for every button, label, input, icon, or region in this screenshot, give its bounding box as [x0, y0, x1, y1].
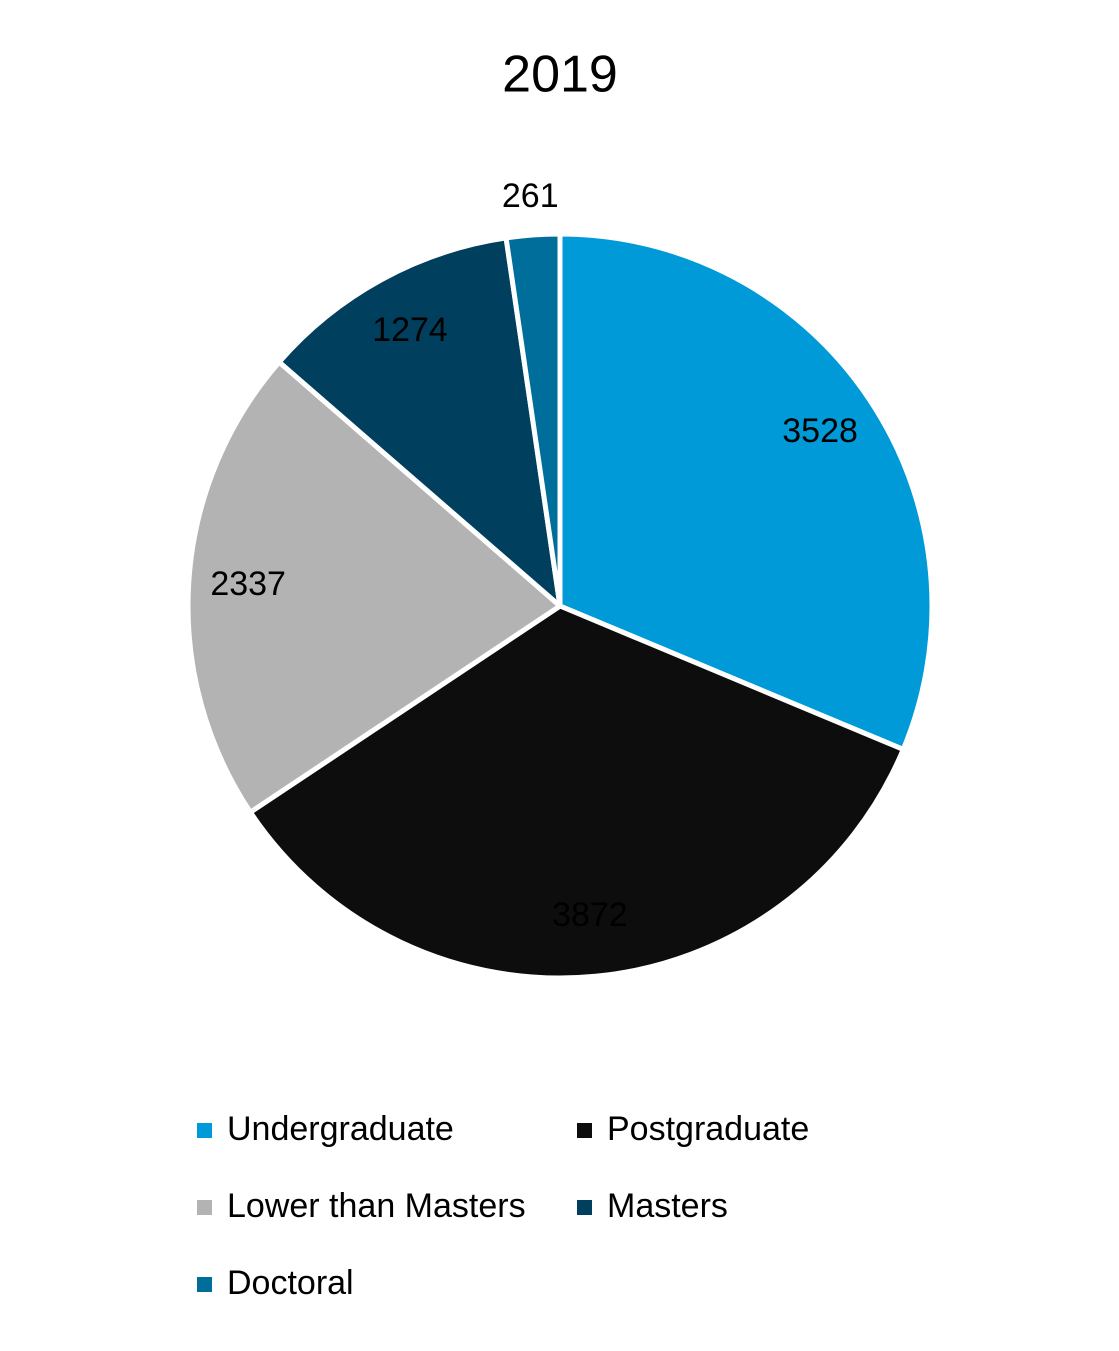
pie-slice: [503, 231, 563, 609]
legend-swatch: [197, 1277, 212, 1292]
pie-slice: [276, 235, 563, 609]
legend-swatch: [197, 1200, 212, 1215]
legend-label: Doctoral: [227, 1264, 354, 1302]
pie-slice: [557, 231, 935, 752]
legend-label: Masters: [607, 1187, 728, 1225]
legend-label: Lower than Masters: [227, 1187, 526, 1225]
legend-swatch: [577, 1123, 592, 1138]
pie-slice: [185, 359, 563, 815]
chart-title: 2019: [502, 46, 618, 104]
data-label: 261: [502, 177, 559, 215]
legend-swatch: [197, 1123, 212, 1138]
data-label: 3872: [552, 896, 628, 934]
pie-slice: [247, 603, 906, 981]
data-label: 2337: [210, 565, 286, 603]
data-label: 1274: [372, 311, 448, 349]
legend-swatch: [577, 1200, 592, 1215]
data-label: 3528: [782, 412, 858, 450]
legend-label: Postgraduate: [607, 1110, 809, 1148]
legend-label: Undergraduate: [227, 1110, 454, 1148]
